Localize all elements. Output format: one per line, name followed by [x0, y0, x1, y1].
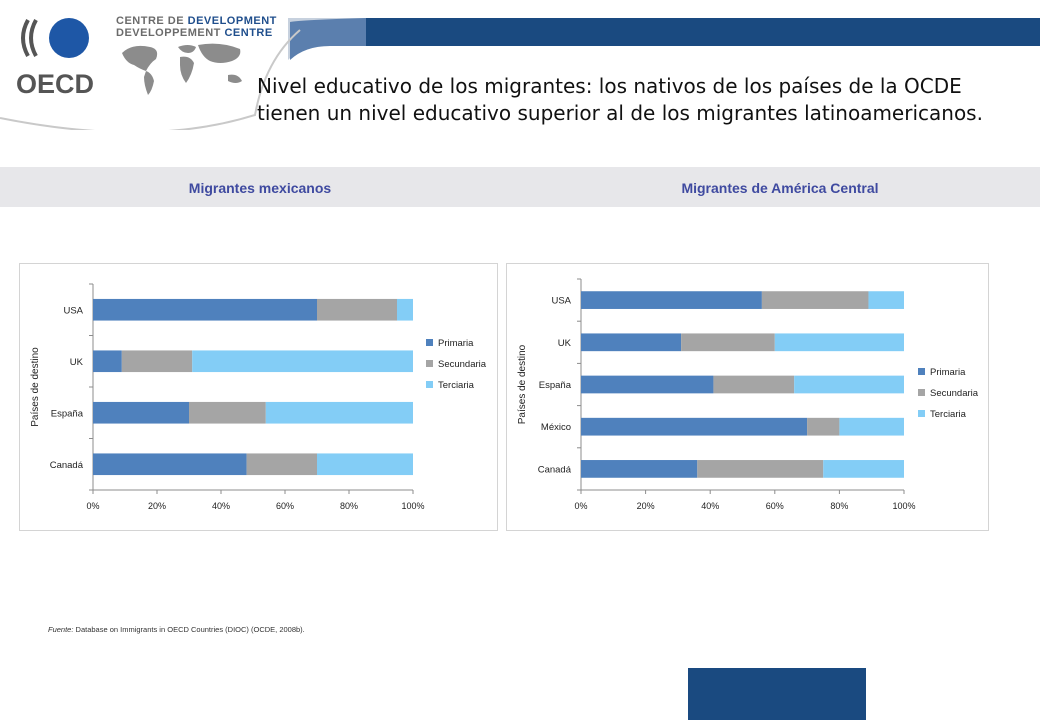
x-tick-label: 100%: [401, 501, 424, 511]
legend-label: Secundaria: [930, 388, 979, 399]
header-band: [0, 0, 1040, 130]
oecd-logo-text: OECD: [16, 69, 94, 98]
panel-labels-bar: Migrantes mexicanos Migrantes de América…: [0, 167, 1040, 207]
legend-label: Terciaria: [930, 409, 967, 420]
legend-swatch: [426, 339, 433, 346]
right-panel-label: Migrantes de América Central: [681, 180, 879, 196]
bar-terciaria: [317, 453, 413, 476]
source-note: Fuente: Database on Immigrants in OECD C…: [48, 625, 305, 634]
bar-primaria: [581, 460, 698, 478]
x-tick-label: 0%: [86, 501, 99, 511]
y-tick-label: USA: [63, 305, 83, 316]
y-tick-label: Canadá: [538, 464, 572, 475]
y-tick-label: México: [541, 422, 571, 433]
y-tick-label: USA: [551, 296, 571, 307]
chart-right-svg: 0% 20% 40% 60% 80% 100% USA UK España México Canad…: [517, 278, 979, 511]
chart-central-america-migrants: 0% 20% 40% 60% 80% 100% USA UK España México Canad…: [506, 263, 989, 531]
left-panel-label: Migrantes mexicanos: [188, 180, 332, 196]
bar-terciaria: [794, 375, 904, 394]
legend-swatch: [918, 389, 925, 396]
y-tick-label: UK: [558, 338, 572, 349]
y-axis-title: Países de destino: [30, 347, 41, 427]
bar-primaria: [93, 401, 189, 424]
bar-secundaria: [246, 453, 317, 476]
legend-swatch: [426, 381, 433, 388]
legend-label: Primaria: [438, 338, 474, 349]
bar-primaria: [581, 291, 762, 309]
bar-secundaria: [681, 333, 775, 352]
x-tick-label: 60%: [276, 501, 294, 511]
source-text: Database on Immigrants in OECD Countries…: [73, 625, 305, 634]
bar-primaria: [93, 350, 122, 373]
bar-primaria: [93, 298, 317, 321]
y-tick-label: España: [51, 408, 84, 419]
bar-secundaria: [761, 291, 869, 309]
chart-left-svg: 0% 20% 40% 60% 80% 100% USA UK España Canadá Paíse…: [30, 283, 487, 511]
bar-secundaria: [317, 298, 397, 321]
x-tick-label: 20%: [637, 501, 655, 511]
bar-terciaria: [192, 350, 413, 373]
bar-primaria: [581, 417, 808, 436]
x-tick-label: 0%: [574, 501, 587, 511]
bar-terciaria: [823, 460, 904, 478]
bar-terciaria: [397, 298, 413, 321]
x-tick-label: 40%: [701, 501, 719, 511]
y-tick-label: España: [539, 380, 572, 391]
chart-mexican-migrants: 0% 20% 40% 60% 80% 100% USA UK España Canadá Paíse…: [19, 263, 498, 531]
bar-primaria: [581, 375, 714, 394]
y-tick-label: UK: [70, 357, 84, 368]
legend-label: Secundaria: [438, 359, 487, 370]
x-tick-label: 20%: [148, 501, 166, 511]
oecd-logo: OECD: [16, 18, 94, 98]
footer-block: [688, 668, 866, 720]
x-tick-label: 60%: [766, 501, 784, 511]
bar-terciaria: [839, 417, 904, 436]
x-tick-label: 80%: [830, 501, 848, 511]
x-tick-label: 80%: [340, 501, 358, 511]
header-swoosh: [0, 0, 1040, 130]
y-axis-title: Países de destino: [517, 344, 528, 424]
legend-label: Primaria: [930, 367, 966, 378]
development-centre-logo: CENTRE DE DEVELOPMENT DEVELOPPEMENT CENT…: [116, 15, 277, 100]
legend-swatch: [918, 368, 925, 375]
x-tick-label: 40%: [212, 501, 230, 511]
bar-terciaria: [265, 401, 413, 424]
world-map-icon: [122, 43, 242, 95]
bar-terciaria: [774, 333, 904, 352]
x-tick-label: 100%: [892, 501, 915, 511]
bar-primaria: [93, 453, 247, 476]
y-tick-label: Canadá: [50, 460, 84, 471]
page-title: Nivel educativo de los migrantes: los na…: [257, 74, 983, 125]
source-prefix: Fuente:: [48, 625, 74, 634]
bar-secundaria: [121, 350, 193, 373]
bar-terciaria: [868, 291, 904, 309]
bar-secundaria: [697, 460, 824, 478]
bar-primaria: [581, 333, 682, 352]
legend-swatch: [426, 360, 433, 367]
legend-label: Terciaria: [438, 380, 475, 391]
bar-secundaria: [807, 417, 840, 436]
legend-swatch: [918, 410, 925, 417]
bar-secundaria: [713, 375, 795, 394]
bar-secundaria: [189, 401, 266, 424]
